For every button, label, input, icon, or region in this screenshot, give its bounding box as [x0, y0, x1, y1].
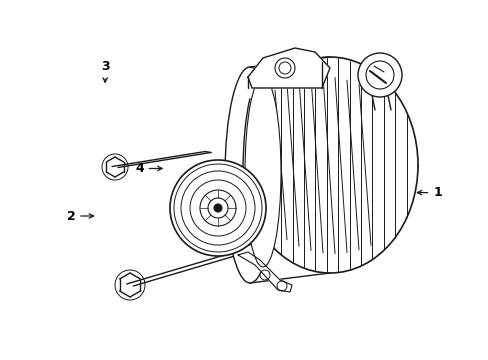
Circle shape	[274, 58, 294, 78]
Circle shape	[214, 204, 222, 212]
Circle shape	[170, 160, 265, 256]
Text: 3: 3	[101, 60, 109, 82]
Ellipse shape	[242, 57, 417, 273]
Text: 1: 1	[417, 186, 441, 199]
Polygon shape	[247, 48, 329, 88]
Text: 4: 4	[135, 162, 162, 175]
Polygon shape	[238, 252, 291, 292]
Ellipse shape	[224, 67, 274, 283]
Text: 2: 2	[66, 210, 93, 222]
Ellipse shape	[244, 77, 281, 267]
Circle shape	[357, 53, 401, 97]
